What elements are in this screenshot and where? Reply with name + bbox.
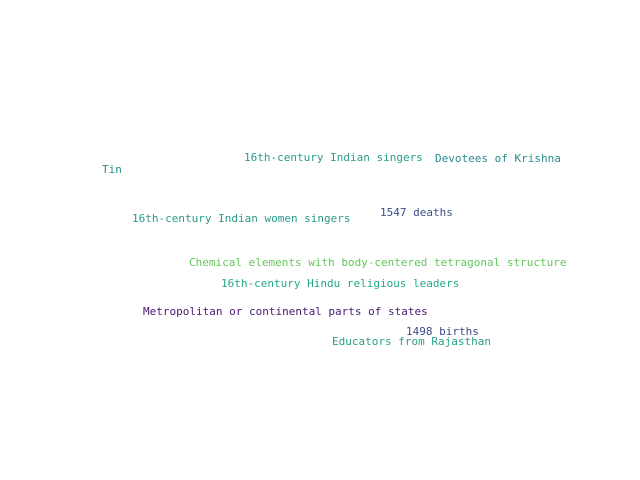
word-16th-century-indian-singers: 16th-century Indian singers: [244, 151, 423, 164]
word-1547-deaths: 1547 deaths: [380, 206, 453, 219]
word-devotees-of-krishna: Devotees of Krishna: [435, 152, 561, 165]
word-chemical-elements: Chemical elements with body-centered tet…: [189, 256, 567, 269]
word-16th-century-hindu-religious-leaders: 16th-century Hindu religious leaders: [221, 277, 460, 290]
word-tin: Tin: [102, 163, 122, 176]
word-metropolitan-or-continental-parts: Metropolitan or continental parts of sta…: [143, 305, 428, 318]
word-educators-from-rajasthan: Educators from Rajasthan: [332, 335, 491, 348]
word-16th-century-indian-women-singers: 16th-century Indian women singers: [132, 212, 351, 225]
word-1498-births: 1498 births: [406, 325, 479, 338]
